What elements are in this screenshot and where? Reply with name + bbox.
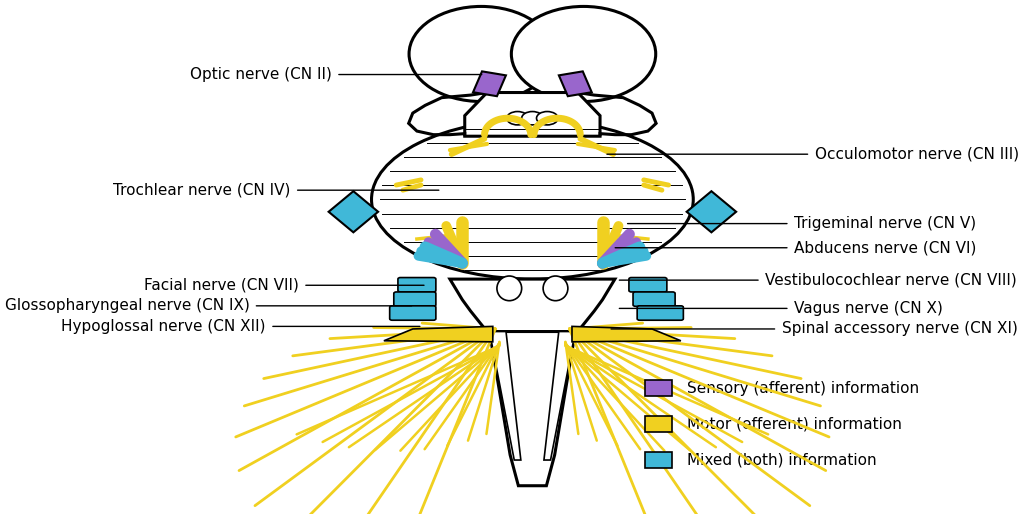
FancyBboxPatch shape: [645, 452, 672, 468]
Polygon shape: [329, 191, 378, 232]
Ellipse shape: [511, 6, 655, 102]
Text: Optic nerve (CN II): Optic nerve (CN II): [190, 67, 332, 82]
Polygon shape: [572, 326, 681, 342]
FancyBboxPatch shape: [398, 278, 436, 292]
Polygon shape: [544, 332, 575, 460]
Polygon shape: [687, 191, 736, 232]
Text: Mixed (both) information: Mixed (both) information: [687, 452, 877, 468]
Polygon shape: [489, 332, 575, 486]
Ellipse shape: [409, 6, 553, 102]
Text: Facial nerve (CN VII): Facial nerve (CN VII): [144, 278, 299, 293]
Polygon shape: [559, 71, 592, 96]
FancyBboxPatch shape: [633, 292, 675, 306]
Circle shape: [507, 112, 528, 125]
FancyBboxPatch shape: [629, 278, 667, 292]
Text: Spinal accessory nerve (CN XI): Spinal accessory nerve (CN XI): [781, 321, 1018, 337]
Text: Hypoglossal nerve (CN XII): Hypoglossal nerve (CN XII): [61, 319, 266, 334]
Text: Sensory (afferent) information: Sensory (afferent) information: [687, 380, 919, 396]
Polygon shape: [473, 71, 506, 96]
Polygon shape: [450, 279, 614, 332]
Text: Occulomotor nerve (CN III): Occulomotor nerve (CN III): [814, 146, 1019, 162]
Text: Motor (efferent) information: Motor (efferent) information: [687, 416, 901, 432]
Text: Vagus nerve (CN X): Vagus nerve (CN X): [794, 301, 943, 316]
FancyBboxPatch shape: [637, 306, 683, 320]
Text: Abducens nerve (CN VI): Abducens nerve (CN VI): [794, 240, 976, 255]
Text: Trigeminal nerve (CN V): Trigeminal nerve (CN V): [794, 216, 976, 231]
Polygon shape: [489, 332, 521, 460]
Text: Vestibulocochlear nerve (CN VIII): Vestibulocochlear nerve (CN VIII): [765, 272, 1017, 288]
FancyBboxPatch shape: [645, 416, 672, 432]
Circle shape: [537, 112, 558, 125]
Circle shape: [521, 112, 543, 125]
Polygon shape: [465, 93, 600, 136]
Ellipse shape: [543, 276, 568, 301]
FancyBboxPatch shape: [394, 292, 436, 306]
Text: Glossopharyngeal nerve (CN IX): Glossopharyngeal nerve (CN IX): [4, 298, 250, 314]
Text: Trochlear nerve (CN IV): Trochlear nerve (CN IV): [114, 182, 291, 198]
Ellipse shape: [497, 276, 521, 301]
FancyBboxPatch shape: [390, 306, 436, 320]
Ellipse shape: [372, 120, 693, 279]
FancyBboxPatch shape: [645, 380, 672, 396]
Polygon shape: [384, 326, 493, 342]
